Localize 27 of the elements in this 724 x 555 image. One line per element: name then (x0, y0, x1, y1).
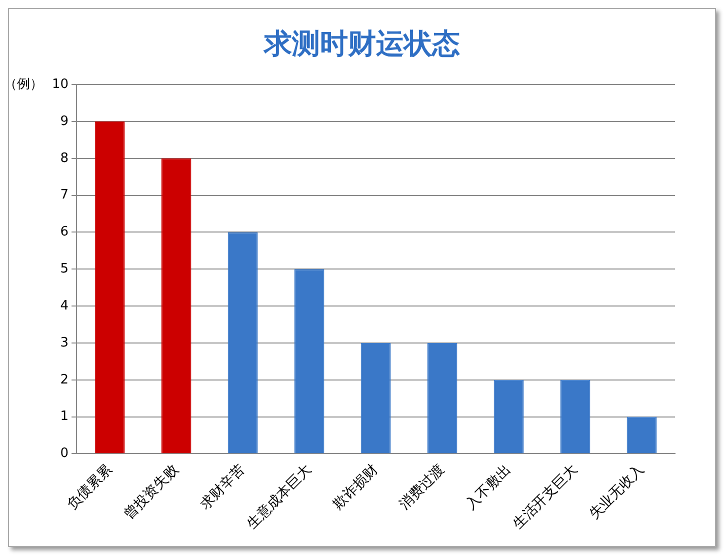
x-tick-label: 失业无收入 (586, 462, 648, 523)
bar (228, 232, 258, 454)
x-tick-label: 欺诈损财 (330, 462, 382, 513)
y-tick-label: 0 (60, 446, 69, 462)
x-tick-label: 消费过渡 (396, 462, 448, 513)
chart-title: 求测时财运状态 (263, 27, 460, 60)
bar (560, 380, 590, 454)
bar (494, 380, 524, 454)
x-tick-label: 负债累累 (64, 462, 116, 513)
y-axis-title: （例） (4, 76, 43, 92)
bar (294, 269, 324, 454)
bar (427, 342, 458, 454)
y-tick-label: 3 (60, 335, 69, 350)
bar (360, 342, 391, 454)
bar (626, 416, 657, 454)
y-tick-label: 8 (60, 150, 69, 166)
y-tick-label: 10 (52, 76, 69, 92)
bar (161, 158, 192, 454)
x-tick-label: 曾投资失败 (120, 462, 182, 523)
y-tick-label: 6 (60, 224, 69, 240)
y-tick-label: 5 (60, 262, 69, 277)
y-tick-label: 9 (60, 114, 69, 129)
y-tick-label: 7 (60, 188, 69, 203)
y-tick-label: 1 (60, 409, 69, 424)
y-tick-label: 2 (60, 372, 69, 388)
y-tick-label: 4 (60, 298, 69, 314)
bar (94, 122, 125, 454)
